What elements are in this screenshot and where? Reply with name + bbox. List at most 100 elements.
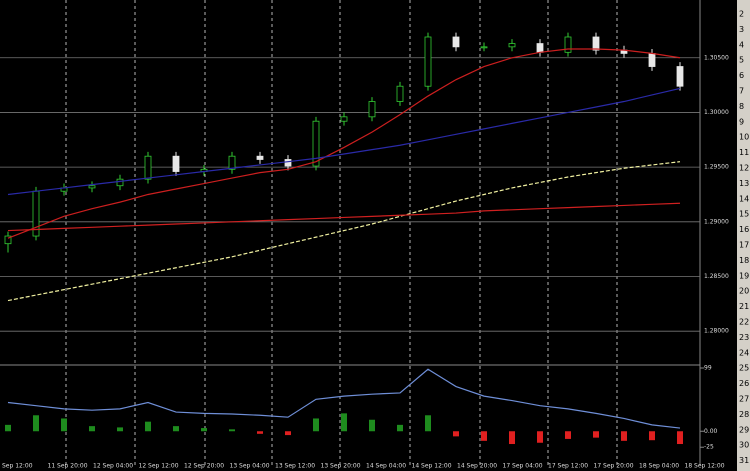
candle-body <box>592 36 600 51</box>
candle-body <box>676 66 684 87</box>
y-tick-label: 1.29000 <box>704 218 729 225</box>
histogram-bar <box>481 431 487 441</box>
side-label: 6 <box>739 71 744 80</box>
candle-body <box>396 85 404 102</box>
line-series <box>7 87 681 196</box>
histogram-bar <box>425 415 431 432</box>
y-tick-label: 1.28500 <box>704 273 729 280</box>
histogram-bar <box>313 418 319 432</box>
y-tick-label: -25 <box>704 444 714 451</box>
side-label: 8 <box>739 102 744 111</box>
side-label: 16 <box>739 225 749 234</box>
side-label: 30 <box>739 441 749 450</box>
side-label: 22 <box>739 318 749 327</box>
histogram-bar <box>89 426 95 432</box>
x-tick-label: 18 Sep 12:00 <box>685 463 725 470</box>
side-label: 2 <box>739 10 744 19</box>
candle-body <box>284 159 292 167</box>
histogram-bar <box>565 431 571 439</box>
candle-body <box>4 235 12 245</box>
candle-body <box>116 178 124 187</box>
side-label: 28 <box>739 410 749 419</box>
line-series <box>7 368 681 429</box>
side-label: 29 <box>739 425 749 434</box>
side-label: 20 <box>739 287 749 296</box>
histogram-bar <box>453 431 459 437</box>
histogram-bar <box>117 427 123 432</box>
x-tick-label: 13 Sep 20:00 <box>321 463 361 470</box>
x-tick-label: 18 Sep 04:00 <box>639 463 679 470</box>
side-label: 18 <box>739 256 749 265</box>
y-tick-label: 99 <box>704 365 712 372</box>
x-tick-label: 12 Sep 04:00 <box>93 463 133 470</box>
side-label: 11 <box>739 148 749 157</box>
side-label: 17 <box>739 241 749 250</box>
candle-body <box>256 155 264 160</box>
candle-body <box>508 43 516 48</box>
x-tick-label: 17 Sep 20:00 <box>594 463 634 470</box>
histogram-bar <box>369 419 375 432</box>
x-tick-label: 12 Sep 12:00 <box>139 463 179 470</box>
candle-body <box>228 155 236 170</box>
histogram-bar <box>33 415 39 432</box>
candle-body <box>536 43 544 53</box>
side-label: 23 <box>739 333 749 342</box>
y-tick-label: 1.30000 <box>704 109 729 116</box>
side-label: 21 <box>739 302 749 311</box>
side-label: 31 <box>739 456 749 465</box>
histogram-bar <box>509 431 515 445</box>
candle-body <box>312 120 320 167</box>
candle-body <box>172 155 180 172</box>
x-tick-label: 17 Sep 04:00 <box>503 463 543 470</box>
histogram-bar <box>397 424 403 432</box>
side-label: 27 <box>739 395 749 404</box>
histogram-bar <box>201 428 207 432</box>
histogram-bar <box>341 413 347 432</box>
y-tick-label: 1.30500 <box>704 54 729 61</box>
candle-body <box>88 185 96 189</box>
side-label: 26 <box>739 379 749 388</box>
histogram-bar <box>173 426 179 432</box>
side-label: 25 <box>739 364 749 373</box>
candle-body <box>648 53 656 67</box>
histogram-bar <box>61 418 67 432</box>
candle-body <box>340 116 348 122</box>
histogram-bar <box>257 431 263 434</box>
histogram-bar <box>285 431 291 436</box>
histogram-bar <box>229 429 235 432</box>
x-tick-label: 14 Sep 04:00 <box>366 463 406 470</box>
side-label: 14 <box>739 194 749 203</box>
candle-body <box>480 46 488 49</box>
x-tick-label: 17 Sep 12:00 <box>548 463 588 470</box>
y-tick-label: 0.00 <box>704 428 718 435</box>
side-label: 5 <box>739 56 744 65</box>
candle-body <box>564 36 572 53</box>
histogram-bar <box>677 431 683 445</box>
side-label: 10 <box>739 133 749 142</box>
candle-body <box>368 101 376 118</box>
x-tick-label: 14 Sep 12:00 <box>412 463 452 470</box>
side-label: 24 <box>739 348 749 357</box>
x-tick-label: Sep 12:00 <box>2 463 33 470</box>
x-tick-label: 13 Sep 12:00 <box>275 463 315 470</box>
line-series <box>7 161 681 302</box>
side-label: 7 <box>739 87 744 96</box>
x-tick-label: 11 Sep 20:00 <box>48 463 88 470</box>
candle-body <box>424 36 432 87</box>
x-tick-label: 13 Sep 04:00 <box>230 463 270 470</box>
side-panel <box>737 0 750 471</box>
candle-body <box>452 36 460 48</box>
side-label: 19 <box>739 271 749 280</box>
histogram-bar <box>621 431 627 441</box>
line-series <box>7 48 681 239</box>
histogram-bar <box>649 431 655 441</box>
side-label: 3 <box>739 25 744 34</box>
x-tick-label: 12 Sep 20:00 <box>184 463 224 470</box>
histogram-bar <box>537 431 543 443</box>
line-series <box>7 202 681 232</box>
side-label: 12 <box>739 164 749 173</box>
side-labels: 2345678910111213141516171819202122232425… <box>739 10 749 466</box>
histogram-bar <box>145 421 151 432</box>
